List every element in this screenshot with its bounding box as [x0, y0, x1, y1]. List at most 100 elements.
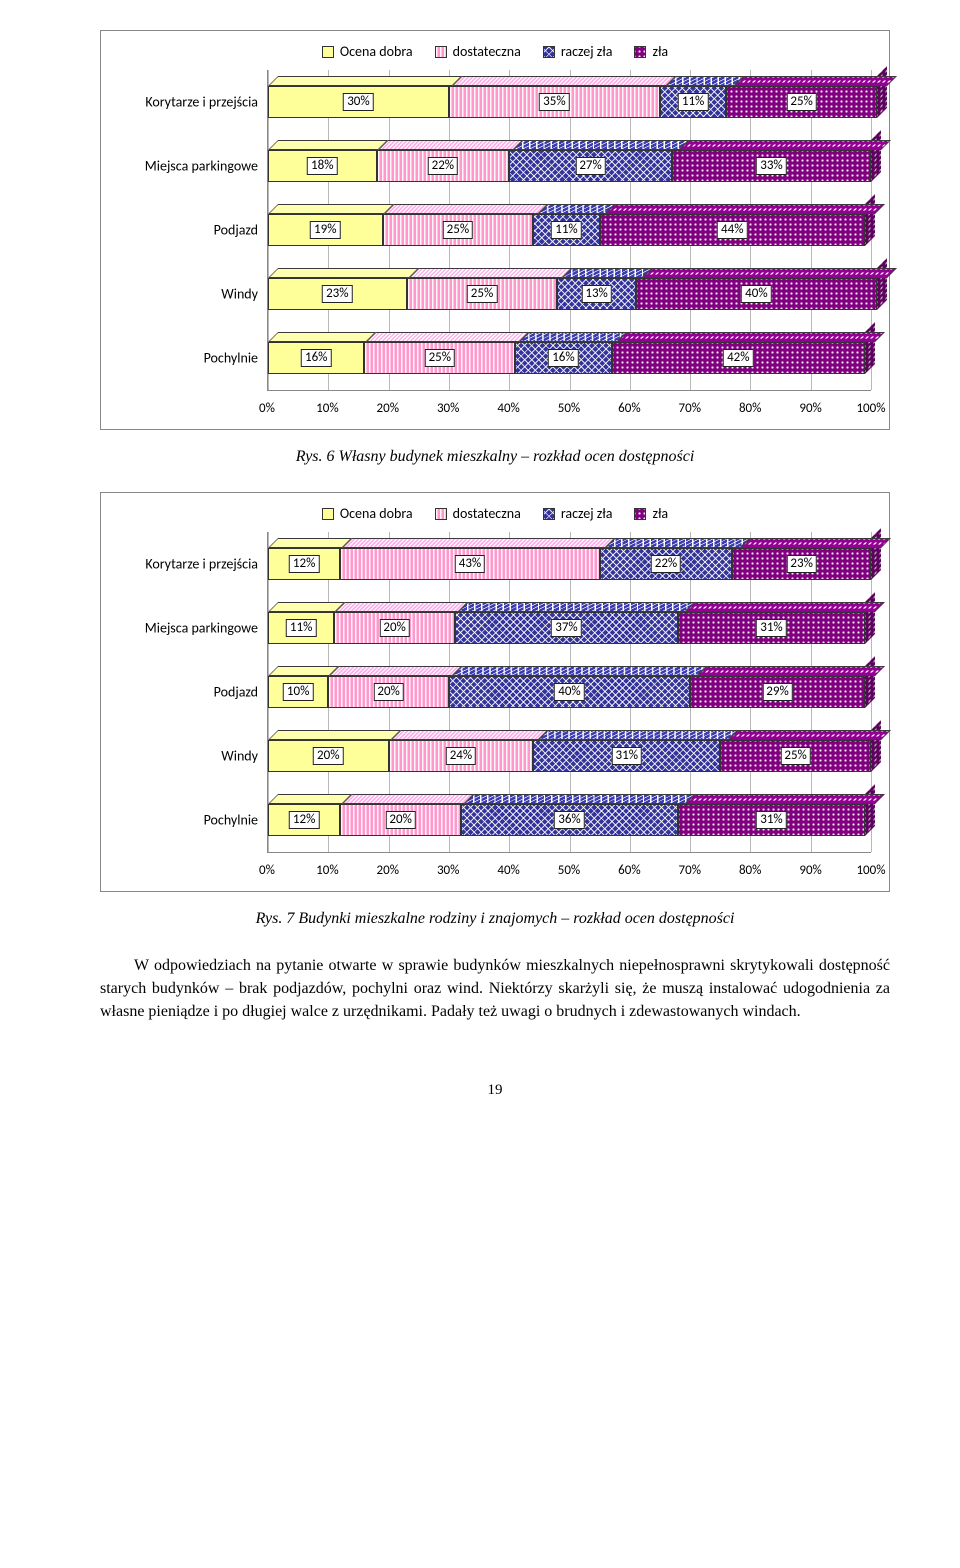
- chart2-category-label: Miejsca parkingowe: [110, 620, 264, 637]
- chart1-segment-label: 13%: [581, 285, 611, 303]
- chart1-bar-cap: [877, 258, 887, 310]
- chart2-segment-top: [452, 666, 707, 676]
- chart2-segment-top: [268, 730, 401, 740]
- chart1-segment-label: 44%: [717, 221, 747, 239]
- chart2-segment-bad: 23%: [732, 548, 871, 580]
- chart1-category-label: Pochylnie: [110, 350, 264, 367]
- chart2-xtick: 10%: [316, 863, 338, 878]
- chart1-category-label: Windy: [110, 286, 264, 303]
- chart1-segment-label: 25%: [425, 349, 455, 367]
- chart2-xtick: 60%: [618, 863, 640, 878]
- chart1-segment-poor: 13%: [557, 278, 635, 310]
- chart1-segment-poor: 11%: [660, 86, 726, 118]
- chart2-segment-good: 12%: [268, 548, 340, 580]
- page: Ocena dobra dostateczna raczej zła zła Koryt…: [0, 0, 960, 1129]
- chart1-segment-top: [513, 140, 689, 150]
- chart1-bar: 16%25%16%42%: [268, 342, 865, 374]
- chart1-segment-top: [519, 332, 627, 342]
- chart2-segment-top: [697, 666, 885, 676]
- chart2-legend: Ocena dobra dostateczna raczej zła zła: [119, 505, 871, 522]
- chart2-segment-label: 24%: [446, 747, 476, 765]
- chart2-segment-top: [335, 602, 468, 612]
- chart2-segment-label: 12%: [289, 555, 319, 573]
- chart2-segment-label: 40%: [554, 683, 584, 701]
- chart2-bar: 12%20% 36% 31%: [268, 804, 865, 836]
- chart1-segment-fair: 25%: [407, 278, 558, 310]
- chart1-xtick: 70%: [679, 401, 701, 416]
- chart1-row: Pochylnie16%25%16%42%: [268, 338, 871, 378]
- chart1-container: Ocena dobra dostateczna raczej zła zła Koryt…: [100, 30, 890, 430]
- chart2-segment-top: [458, 602, 695, 612]
- chart2-segment-fair: 20%: [340, 804, 461, 836]
- chart1-segment-label: 33%: [756, 157, 786, 175]
- chart2-segment-fair: 20%: [328, 676, 449, 708]
- chart2-segment-bad: 31%: [678, 612, 865, 644]
- chart2-segment-top: [685, 794, 885, 804]
- chart2-xtick: 30%: [437, 863, 459, 878]
- caption-2: Rys. 7 Budynki mieszkalne rodziny i znaj…: [100, 910, 890, 928]
- chart2-segment-label: 36%: [554, 811, 584, 829]
- chart1-row: Podjazd19%25%11%44%: [268, 210, 871, 250]
- chart2-bar-cap: [865, 656, 875, 708]
- chart2-category-label: Podjazd: [110, 684, 264, 701]
- chart2-legend-item-poor: raczej zła: [543, 505, 613, 522]
- chart1-legend-label-bad: zła: [652, 43, 668, 60]
- caption-1: Rys. 6 Własny budynek mieszkalny – rozkł…: [100, 448, 890, 466]
- chart1-segment-top: [617, 332, 885, 342]
- chart1-segment-fair: 22%: [377, 150, 510, 182]
- chart2-segment-label: 43%: [455, 555, 485, 573]
- chart2-segment-label: 31%: [756, 619, 786, 637]
- chart2-segment-label: 25%: [780, 747, 810, 765]
- chart2-segment-top: [740, 538, 891, 548]
- chart2-segment-fair: 24%: [389, 740, 534, 772]
- chart2-segment-label: 29%: [762, 683, 792, 701]
- chart2-xtick: 40%: [497, 863, 519, 878]
- chart1-bar-cap: [865, 322, 875, 374]
- chart2-legend-item-bad: zła: [634, 505, 668, 522]
- chart2-segment-bad: 31%: [678, 804, 865, 836]
- chart1-segment-poor: 16%: [515, 342, 611, 374]
- chart1-segment-good: 18%: [268, 150, 377, 182]
- chart1-category-label: Korytarze i przejścia: [110, 94, 264, 111]
- chart2-legend-label-good: Ocena dobra: [340, 505, 413, 522]
- chart2-xtick: 50%: [558, 863, 580, 878]
- chart1-legend-swatch-bad: [634, 46, 646, 58]
- chart2-legend-swatch-good: [322, 508, 334, 520]
- chart2-bar: 20% 24% 31% 25%: [268, 740, 871, 772]
- chart1-segment-top: [268, 140, 388, 150]
- chart1-segment-label: 27%: [575, 157, 605, 175]
- chart2-row: Korytarze i przejścia12%43%22%23%: [268, 544, 871, 584]
- chart2-legend-swatch-bad: [634, 508, 646, 520]
- chart2-legend-label-fair: dostateczna: [453, 505, 521, 522]
- chart2-segment-label: 11%: [286, 619, 316, 637]
- chart1-bar: 19%25%11%44%: [268, 214, 865, 246]
- chart2-segment-bad: 25%: [720, 740, 871, 772]
- chart2-row: Windy20%24%31%25%: [268, 736, 871, 776]
- chart2-segment-good: 20%: [268, 740, 389, 772]
- chart1-segment-poor: 11%: [533, 214, 599, 246]
- chart1-legend-item-poor: raczej zła: [543, 43, 613, 60]
- chart2-segment-good: 12%: [268, 804, 340, 836]
- chart2-segment-bad: 29%: [690, 676, 865, 708]
- chart2-row: Pochylnie12%20%36%31%: [268, 800, 871, 840]
- chart2-bar: 12%43%22%23%: [268, 548, 871, 580]
- chart1-segment-poor: 27%: [509, 150, 672, 182]
- chart2-segment-top: [464, 794, 695, 804]
- chart1-segment-bad: 40%: [636, 278, 877, 310]
- chart1-legend-label-fair: dostateczna: [453, 43, 521, 60]
- chart1-segment-top: [268, 76, 462, 86]
- chart1-segment-label: 40%: [741, 285, 771, 303]
- chart2-container: Ocena dobradostatecznaraczej złazłaKoryt…: [100, 492, 890, 892]
- chart2-legend-label-bad: zła: [652, 505, 668, 522]
- chart1-legend-item-good: Ocena dobra: [322, 43, 413, 60]
- chart2-xtick: 70%: [679, 863, 701, 878]
- chart1-segment-top: [409, 268, 572, 278]
- chart1-segment-good: 23%: [268, 278, 407, 310]
- chart1-segment-top: [384, 204, 547, 214]
- chart2-xtick: 0%: [259, 863, 275, 878]
- chart2-segment-top: [342, 538, 616, 548]
- chart1-bar-top: [268, 332, 885, 342]
- chart1-segment-fair: 25%: [364, 342, 515, 374]
- chart2-segment-poor: 31%: [533, 740, 720, 772]
- chart1-legend-label-good: Ocena dobra: [340, 43, 413, 60]
